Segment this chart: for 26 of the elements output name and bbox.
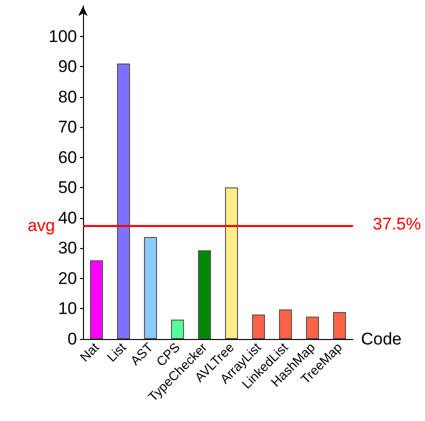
x-tick-label: List <box>104 339 130 365</box>
text: 37.5% <box>372 214 421 234</box>
y-tick-label: 70 <box>58 118 77 137</box>
x-axis-title: Code <box>361 330 402 348</box>
bar <box>171 320 184 339</box>
bar <box>117 64 130 339</box>
y-tick-label: 60 <box>58 148 77 167</box>
bar <box>279 309 292 339</box>
bar <box>225 187 238 339</box>
y-tick-label: 100 <box>48 26 77 46</box>
y-tick-label: 10 <box>58 299 77 318</box>
bar <box>90 260 103 339</box>
y-tick-label: 0 <box>68 330 77 348</box>
ref-line-label: avg <box>28 216 55 235</box>
bar <box>198 250 211 339</box>
x-tick-label: Nat <box>76 339 102 365</box>
y-tick-label: 30 <box>58 238 77 258</box>
y-tick-label: 20 <box>58 268 77 288</box>
y-tick-label: 50 <box>58 178 77 198</box>
y-tick-label: 40 <box>58 208 77 228</box>
bar <box>333 312 346 339</box>
bar <box>252 314 265 339</box>
y-tick-label: 90 <box>58 57 77 76</box>
y-tick-label: 80 <box>58 87 77 106</box>
bar <box>144 236 157 339</box>
bar <box>306 316 319 339</box>
